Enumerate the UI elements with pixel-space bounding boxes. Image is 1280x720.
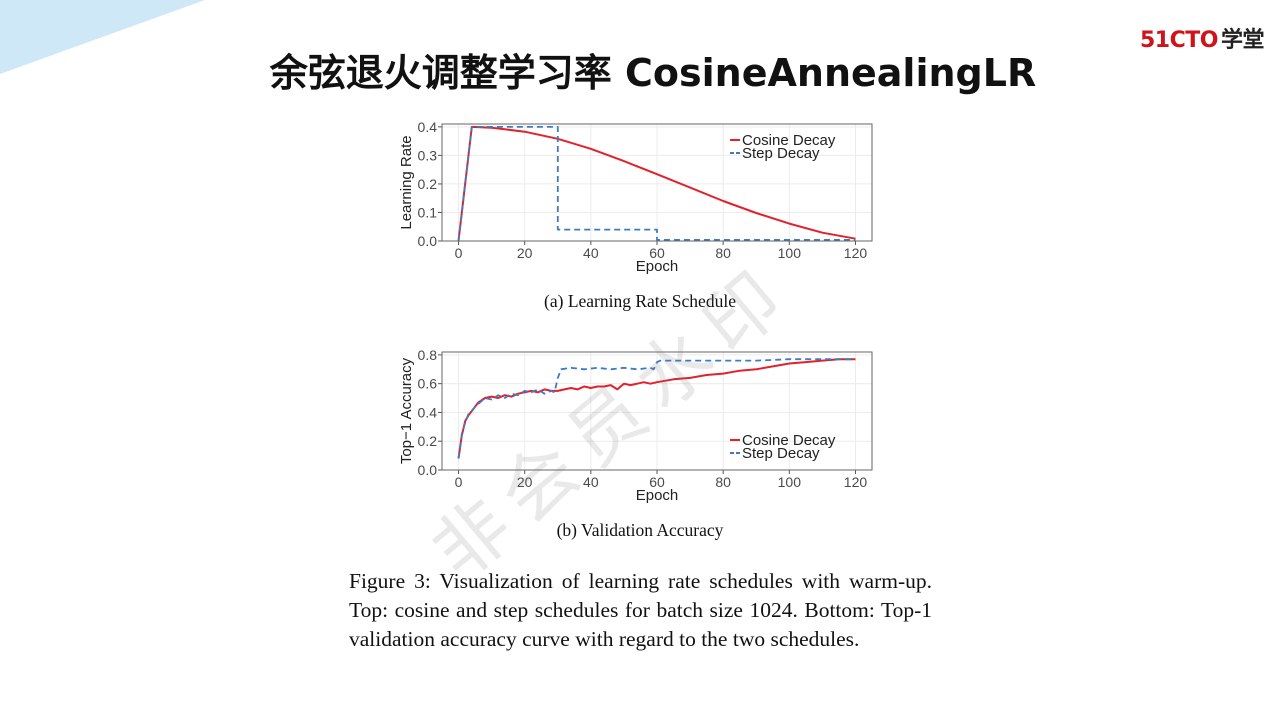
y-tick-label: 0.2 bbox=[418, 433, 438, 449]
x-tick-label: 120 bbox=[844, 245, 868, 261]
y-axis-label: Top−1 Accuracy bbox=[398, 357, 415, 464]
series-line-step-decay bbox=[457, 358, 856, 459]
x-tick-label: 80 bbox=[715, 474, 731, 490]
chart-a-caption: (a) Learning Rate Schedule bbox=[544, 291, 736, 311]
series-line-cosine-decay bbox=[457, 358, 856, 459]
y-tick-label: 0.4 bbox=[418, 404, 438, 420]
y-tick-label: 0.0 bbox=[418, 233, 438, 249]
accuracy-chart: 0 20 40 60 80 100 120 0.0 0.2 0.4 0.6 0.8 Epoch Top−1… bbox=[398, 347, 873, 504]
series-line-cosine-decay bbox=[457, 125, 856, 242]
slide-title: 余弦退火调整学习率 CosineAnnealingLR bbox=[269, 51, 1037, 95]
corner-decoration bbox=[0, 0, 205, 74]
legend-label: Cosine Decay bbox=[742, 132, 836, 149]
chart-group: 0 20 40 60 80 100 120 0.0 0.1 0.2 0.3 0.4 Epoch Learn… bbox=[398, 119, 873, 275]
chart-group: 0 20 40 60 80 100 120 0.0 0.2 0.4 0.6 0.8 Epoch Top−1… bbox=[398, 347, 873, 504]
y-tick-label: 0.3 bbox=[418, 147, 438, 163]
x-tick-label: 80 bbox=[715, 245, 731, 261]
y-tick-label: 0.6 bbox=[418, 376, 438, 392]
x-axis-label: Epoch bbox=[636, 258, 679, 275]
x-tick-label: 20 bbox=[517, 474, 533, 490]
x-tick-label: 40 bbox=[583, 474, 599, 490]
y-axis-label: Learning Rate bbox=[398, 135, 415, 229]
legend-label: Step Decay bbox=[742, 445, 820, 462]
plot-frame bbox=[441, 123, 873, 242]
logo-text-secondary: 学堂 bbox=[1220, 28, 1265, 53]
y-tick-label: 0.4 bbox=[418, 119, 438, 135]
learning-rate-chart: 0 20 40 60 80 100 120 0.0 0.1 0.2 0.3 0.4 Epoch Learn… bbox=[398, 119, 873, 275]
x-tick-label: 100 bbox=[778, 245, 802, 261]
legend-label: Step Decay bbox=[742, 145, 820, 162]
x-tick-label: 20 bbox=[517, 245, 533, 261]
figure-caption: Figure 3: Visualization of learning rate… bbox=[349, 569, 932, 651]
x-tick-label: 0 bbox=[455, 245, 463, 261]
x-tick-label: 60 bbox=[649, 245, 665, 261]
y-tick-label: 0.8 bbox=[418, 347, 438, 363]
legend-label: Cosine Decay bbox=[742, 432, 836, 449]
plot-frame bbox=[441, 351, 873, 471]
x-tick-label: 40 bbox=[583, 245, 599, 261]
x-axis-label: Epoch bbox=[636, 487, 679, 504]
y-tick-label: 0.0 bbox=[418, 462, 438, 478]
x-tick-label: 60 bbox=[649, 474, 665, 490]
x-tick-label: 100 bbox=[778, 474, 802, 490]
chart-b-caption: (b) Validation Accuracy bbox=[556, 520, 724, 540]
y-tick-label: 0.2 bbox=[418, 176, 438, 192]
logo-text-primary: 51CTO bbox=[1140, 28, 1218, 53]
corner-triangle bbox=[0, 0, 205, 74]
x-tick-label: 120 bbox=[844, 474, 868, 490]
x-tick-label: 0 bbox=[455, 474, 463, 490]
brand-logo: 51CTO 学堂 bbox=[1140, 22, 1265, 54]
y-tick-label: 0.1 bbox=[418, 204, 438, 220]
series-line-step-decay bbox=[457, 126, 856, 242]
